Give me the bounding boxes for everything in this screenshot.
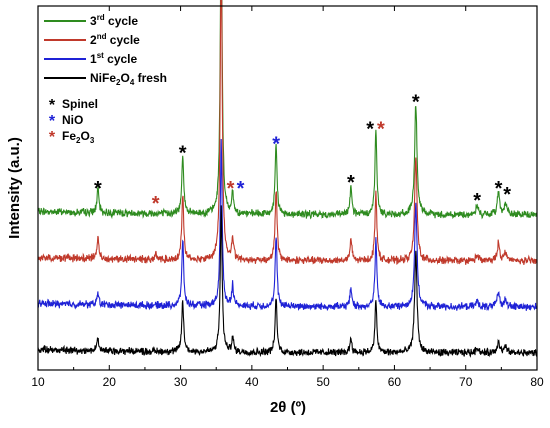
x-tick-label: 20: [103, 375, 117, 389]
peak-marker-spinel: *: [473, 190, 481, 212]
x-tick-label: 40: [245, 375, 259, 389]
legend-label: 1st cycle: [90, 51, 138, 66]
peak-marker-fe2o3: *: [152, 193, 160, 215]
series-legend: 3rd cycle 2nd cycle 1st cycle NiFe2O4 fresh: [44, 13, 167, 87]
trace-2nd-cycle: [37, 0, 538, 265]
x-tick-label: 10: [31, 375, 45, 389]
trace-3rd-cycle: [37, 0, 538, 220]
phase-label: Spinel: [62, 97, 98, 111]
peak-marker-nio: *: [237, 178, 245, 200]
peak-marker-nio: *: [272, 134, 280, 156]
legend-label: 2nd cycle: [90, 32, 140, 47]
phase-marker: *: [49, 129, 56, 146]
peak-marker-spinel: *: [347, 172, 355, 194]
peak-marker-spinel: *: [366, 119, 374, 141]
diffraction-traces: [37, 0, 538, 358]
x-axis-ticks: 10 20 30 40 50 60 70 80: [31, 6, 544, 389]
x-tick-label: 80: [530, 375, 544, 389]
phase-marker: *: [49, 97, 56, 114]
x-tick-label: 70: [459, 375, 473, 389]
peak-marker-spinel: *: [412, 92, 420, 114]
phase-label: NiO: [62, 113, 83, 127]
peak-marker-spinel: *: [94, 178, 102, 200]
legend-label: 3rd cycle: [90, 13, 138, 28]
x-axis-title: 2θ (º): [270, 399, 306, 416]
peak-markers: ***************: [94, 92, 511, 215]
x-tick-label: 50: [316, 375, 330, 389]
trace-nife2o4-fresh: [37, 205, 538, 358]
peak-marker-fe2o3: *: [227, 178, 235, 200]
phase-marker: *: [49, 113, 56, 130]
x-tick-label: 30: [174, 375, 188, 389]
legend-label: NiFe2O4 fresh: [90, 71, 167, 87]
peak-marker-spinel: *: [503, 184, 511, 206]
x-tick-label: 60: [388, 375, 402, 389]
y-axis-title: Intensity (a.u.): [6, 137, 23, 239]
trace-1st-cycle: [37, 139, 538, 312]
peak-marker-spinel: *: [495, 178, 503, 200]
phase-legend: * Spinel * NiO * Fe2O3: [49, 97, 98, 146]
peak-marker-fe2o3: *: [377, 119, 385, 141]
peak-marker-spinel: *: [179, 142, 187, 164]
phase-label: Fe2O3: [62, 129, 95, 145]
